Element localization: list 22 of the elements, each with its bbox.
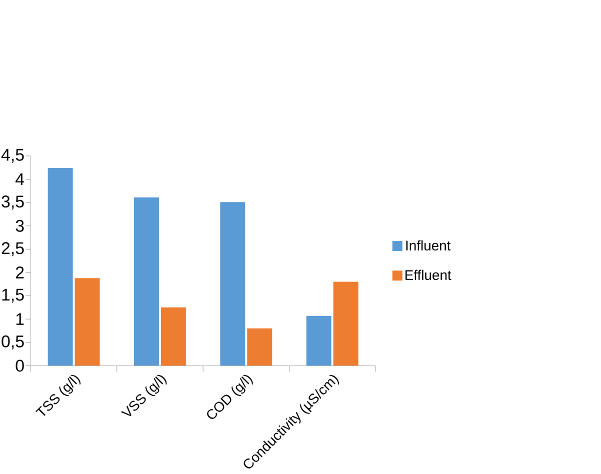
y-tick-label: 4: [16, 173, 24, 185]
y-tick-label: 0: [16, 360, 24, 372]
bar: [160, 307, 186, 366]
bar: [48, 168, 73, 366]
legend-label: Influent: [406, 240, 451, 250]
y-tick-label: 4,5: [1, 148, 24, 163]
y-tick-label: 1,5: [2, 288, 24, 303]
y-tick-label: 3,5: [2, 196, 24, 210]
y-tick-label: 3: [16, 220, 24, 232]
bar: [333, 282, 358, 366]
y-tick-label: 2,5: [2, 242, 24, 256]
bar: [220, 202, 246, 366]
y-tick-label: 1: [16, 313, 24, 325]
bar: [74, 278, 100, 366]
bar: [306, 316, 332, 366]
legend-label: Effluent: [405, 270, 452, 280]
x-tick-label: TSS (g/l): [36, 374, 81, 416]
y-tick-label: 0,5: [2, 335, 24, 350]
y-tick-label: 2: [16, 266, 24, 278]
bar: [247, 328, 272, 366]
x-tick-label: VSS (g/l): [120, 374, 167, 416]
bar: [134, 197, 159, 366]
